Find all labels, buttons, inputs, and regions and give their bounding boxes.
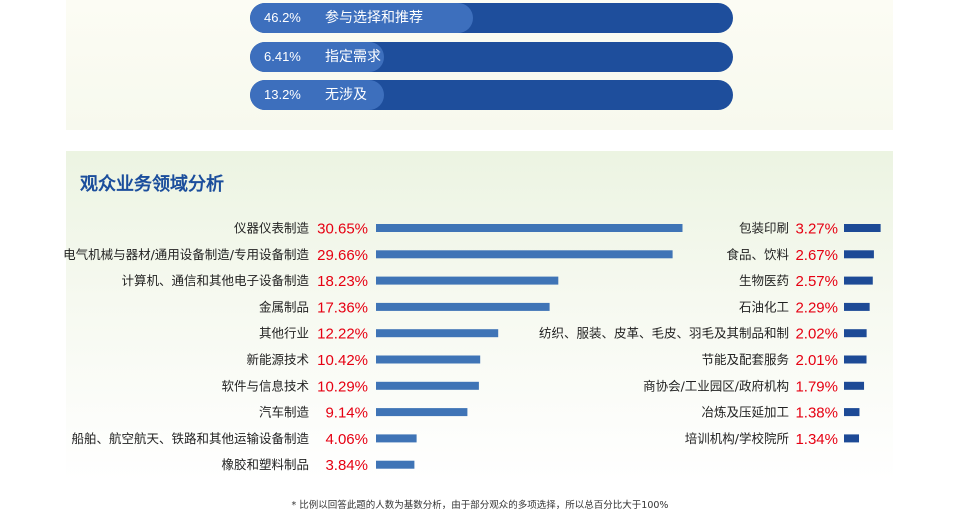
top-bar-label: 指定需求 [325,49,381,65]
category-label: 橡胶和塑料制品 [221,457,309,472]
value-label: 2.02% [795,326,838,343]
data-bar [844,302,870,311]
category-label: 金属制品 [259,299,309,314]
category-label: 电气机械与器材/通用设备制造/专用设备制造 [63,247,309,262]
value-label: 10.42% [317,352,368,369]
value-label: 12.22% [317,326,368,343]
top-bar-fill [250,3,474,33]
category-label: 其他行业 [259,326,309,341]
panel-title: 观众业务领域分析 [80,174,224,195]
data-bar [376,460,415,469]
category-label: 计算机、通信和其他电子设备制造 [121,273,309,288]
category-label: 冶炼及压延加工 [701,405,789,420]
value-label: 2.67% [795,247,838,264]
category-label: 纺织、服装、皮革、毛皮、羽毛及其制品和制 [539,326,789,341]
category-label: 商协会/工业园区/政府机构 [643,378,789,393]
value-label: 30.65% [317,221,368,238]
data-bar [376,224,683,232]
value-label: 29.66% [317,247,368,264]
value-label: 2.01% [795,352,838,369]
data-bar [844,408,860,417]
value-label: 3.84% [325,457,368,474]
top-bar-percent: 6.41% [264,49,301,64]
value-label: 9.14% [325,405,368,422]
category-label: 生物医药 [739,273,789,288]
value-label: 2.29% [795,299,838,316]
value-label: 1.38% [795,405,838,422]
data-bar [844,434,860,443]
data-bar [376,302,550,311]
data-bar [844,224,881,232]
footnote: * 比例以回答此题的人数为基数分析，由于部分观众的多项选择，所以总百分比大于10… [291,500,669,511]
value-label: 4.06% [325,431,368,448]
top-bar-label: 无涉及 [325,87,367,103]
top-bar-label: 参与选择和推荐 [325,10,423,26]
category-label: 石油化工 [739,299,789,314]
category-label: 仪器仪表制造 [234,221,310,236]
data-bar [844,276,873,285]
category-label: 包装印刷 [739,221,789,236]
top-bar-fill [250,42,384,72]
data-bar [844,355,867,364]
category-label: 船舶、航空航天、铁路和其他运输设备制造 [71,431,309,446]
top-bar-1: 46.2% 参与选择和推荐 [250,3,733,33]
value-label: 3.27% [795,221,838,238]
top-bar-3: 13.2% 无涉及 [250,80,733,110]
data-bar [844,381,865,390]
data-bar [376,276,559,285]
data-bar [376,355,481,364]
top-bar-fill [250,80,384,110]
value-label: 1.34% [795,431,838,448]
top-bar-percent: 46.2% [264,10,301,25]
value-label: 2.57% [795,273,838,290]
category-label: 食品、饮料 [726,247,789,262]
value-label: 1.79% [795,378,838,395]
data-bar [844,250,874,259]
data-bar [844,329,867,338]
category-label: 新能源技术 [246,352,309,367]
data-bar [376,250,673,259]
value-label: 17.36% [317,299,368,316]
value-label: 18.23% [317,273,368,290]
data-bar [376,434,417,443]
data-bar [376,381,479,390]
data-bar [376,329,499,338]
data-bar [376,408,468,417]
top-bar-2: 6.41% 指定需求 [250,42,733,72]
category-label: 汽车制造 [259,405,310,420]
value-label: 10.29% [317,378,368,395]
category-label: 培训机构/学校院所 [685,431,789,446]
category-label: 节能及配套服务 [701,352,789,367]
top-bar-percent: 13.2% [264,87,301,102]
category-label: 软件与信息技术 [221,378,309,393]
business-field-panel [66,151,893,481]
